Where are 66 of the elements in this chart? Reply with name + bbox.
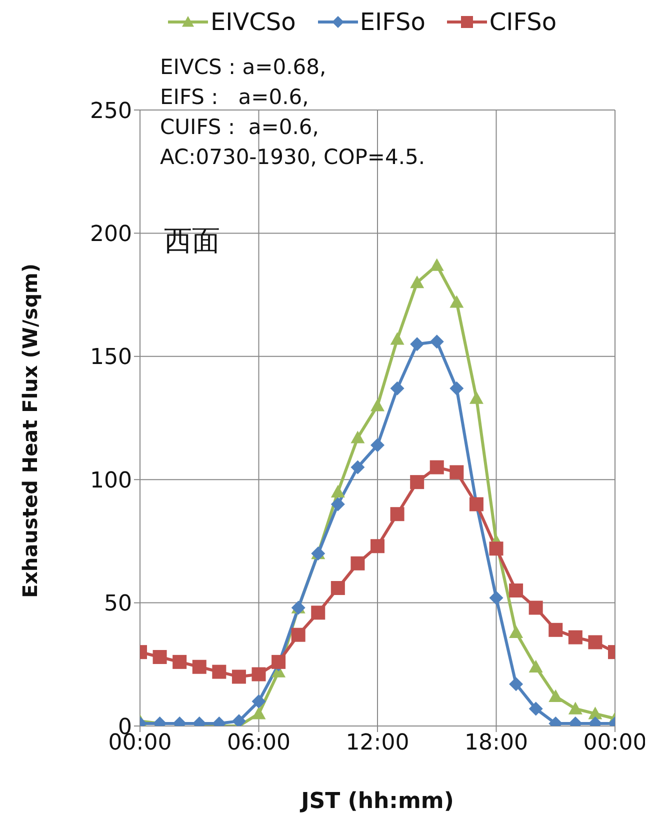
point: [311, 606, 326, 620]
point: [350, 556, 365, 570]
point: [430, 460, 444, 474]
point: [152, 650, 167, 664]
legend-label: EIFSo: [360, 8, 426, 36]
point: [410, 475, 424, 490]
point: [370, 438, 384, 452]
point: [330, 484, 345, 498]
y-tick-label: 50: [104, 592, 132, 617]
point: [291, 628, 306, 642]
x-axis-title: JST (hh:mm): [299, 789, 454, 814]
point: [252, 694, 266, 708]
point: [350, 430, 365, 444]
point: [410, 275, 424, 288]
annotation: CUIFS : a=0.6,: [160, 114, 320, 141]
point: [390, 381, 404, 396]
x-tick-label: 06:00: [227, 730, 290, 756]
point: [528, 600, 543, 615]
point: [252, 706, 266, 720]
point: [410, 337, 424, 352]
point: [489, 542, 504, 556]
annotation: AC:0730-1930, COP=4.5.: [160, 144, 426, 171]
point: [212, 664, 226, 679]
y-tick-label: 200: [90, 222, 132, 248]
y-tick-label: 150: [90, 345, 132, 370]
y-axis-title: Exhausted Heat Flux (W/sqm): [18, 264, 42, 598]
point: [548, 622, 563, 637]
point: [450, 381, 464, 396]
point: [568, 630, 582, 644]
point: [350, 460, 365, 474]
point: [370, 539, 384, 554]
y-tick-label: 100: [90, 468, 132, 494]
point: [330, 581, 345, 596]
point: [192, 660, 206, 674]
point: [509, 583, 524, 598]
x-tick-label: 18:00: [464, 730, 528, 756]
point: [528, 702, 543, 716]
x-tick-label: 12:00: [346, 730, 410, 756]
point: [548, 689, 563, 702]
point: [390, 332, 404, 345]
point: [370, 398, 384, 412]
legend-label: EIVCSo: [210, 8, 296, 36]
point: [568, 702, 582, 714]
point: [469, 391, 484, 404]
point: [528, 660, 543, 672]
point: [232, 670, 246, 684]
point: [489, 590, 504, 605]
y-tick-label: 250: [90, 98, 132, 124]
text: EIVCS : a=0.68,: [160, 54, 328, 81]
point: [430, 258, 444, 271]
point: [450, 465, 464, 480]
annotation: 西面: [164, 223, 220, 259]
point: [172, 654, 187, 669]
point: [588, 706, 602, 720]
point: [330, 497, 345, 512]
point: [588, 635, 602, 650]
point: [430, 334, 444, 349]
point: [509, 625, 524, 638]
point: [272, 654, 286, 669]
x-tick-label: 00:00: [583, 730, 647, 756]
legend-label: CIFSo: [489, 8, 557, 36]
point: [450, 295, 464, 308]
point: [252, 667, 266, 682]
point: [390, 507, 404, 522]
point: [509, 677, 524, 692]
text: EIFS : a=0.6,: [160, 84, 310, 111]
